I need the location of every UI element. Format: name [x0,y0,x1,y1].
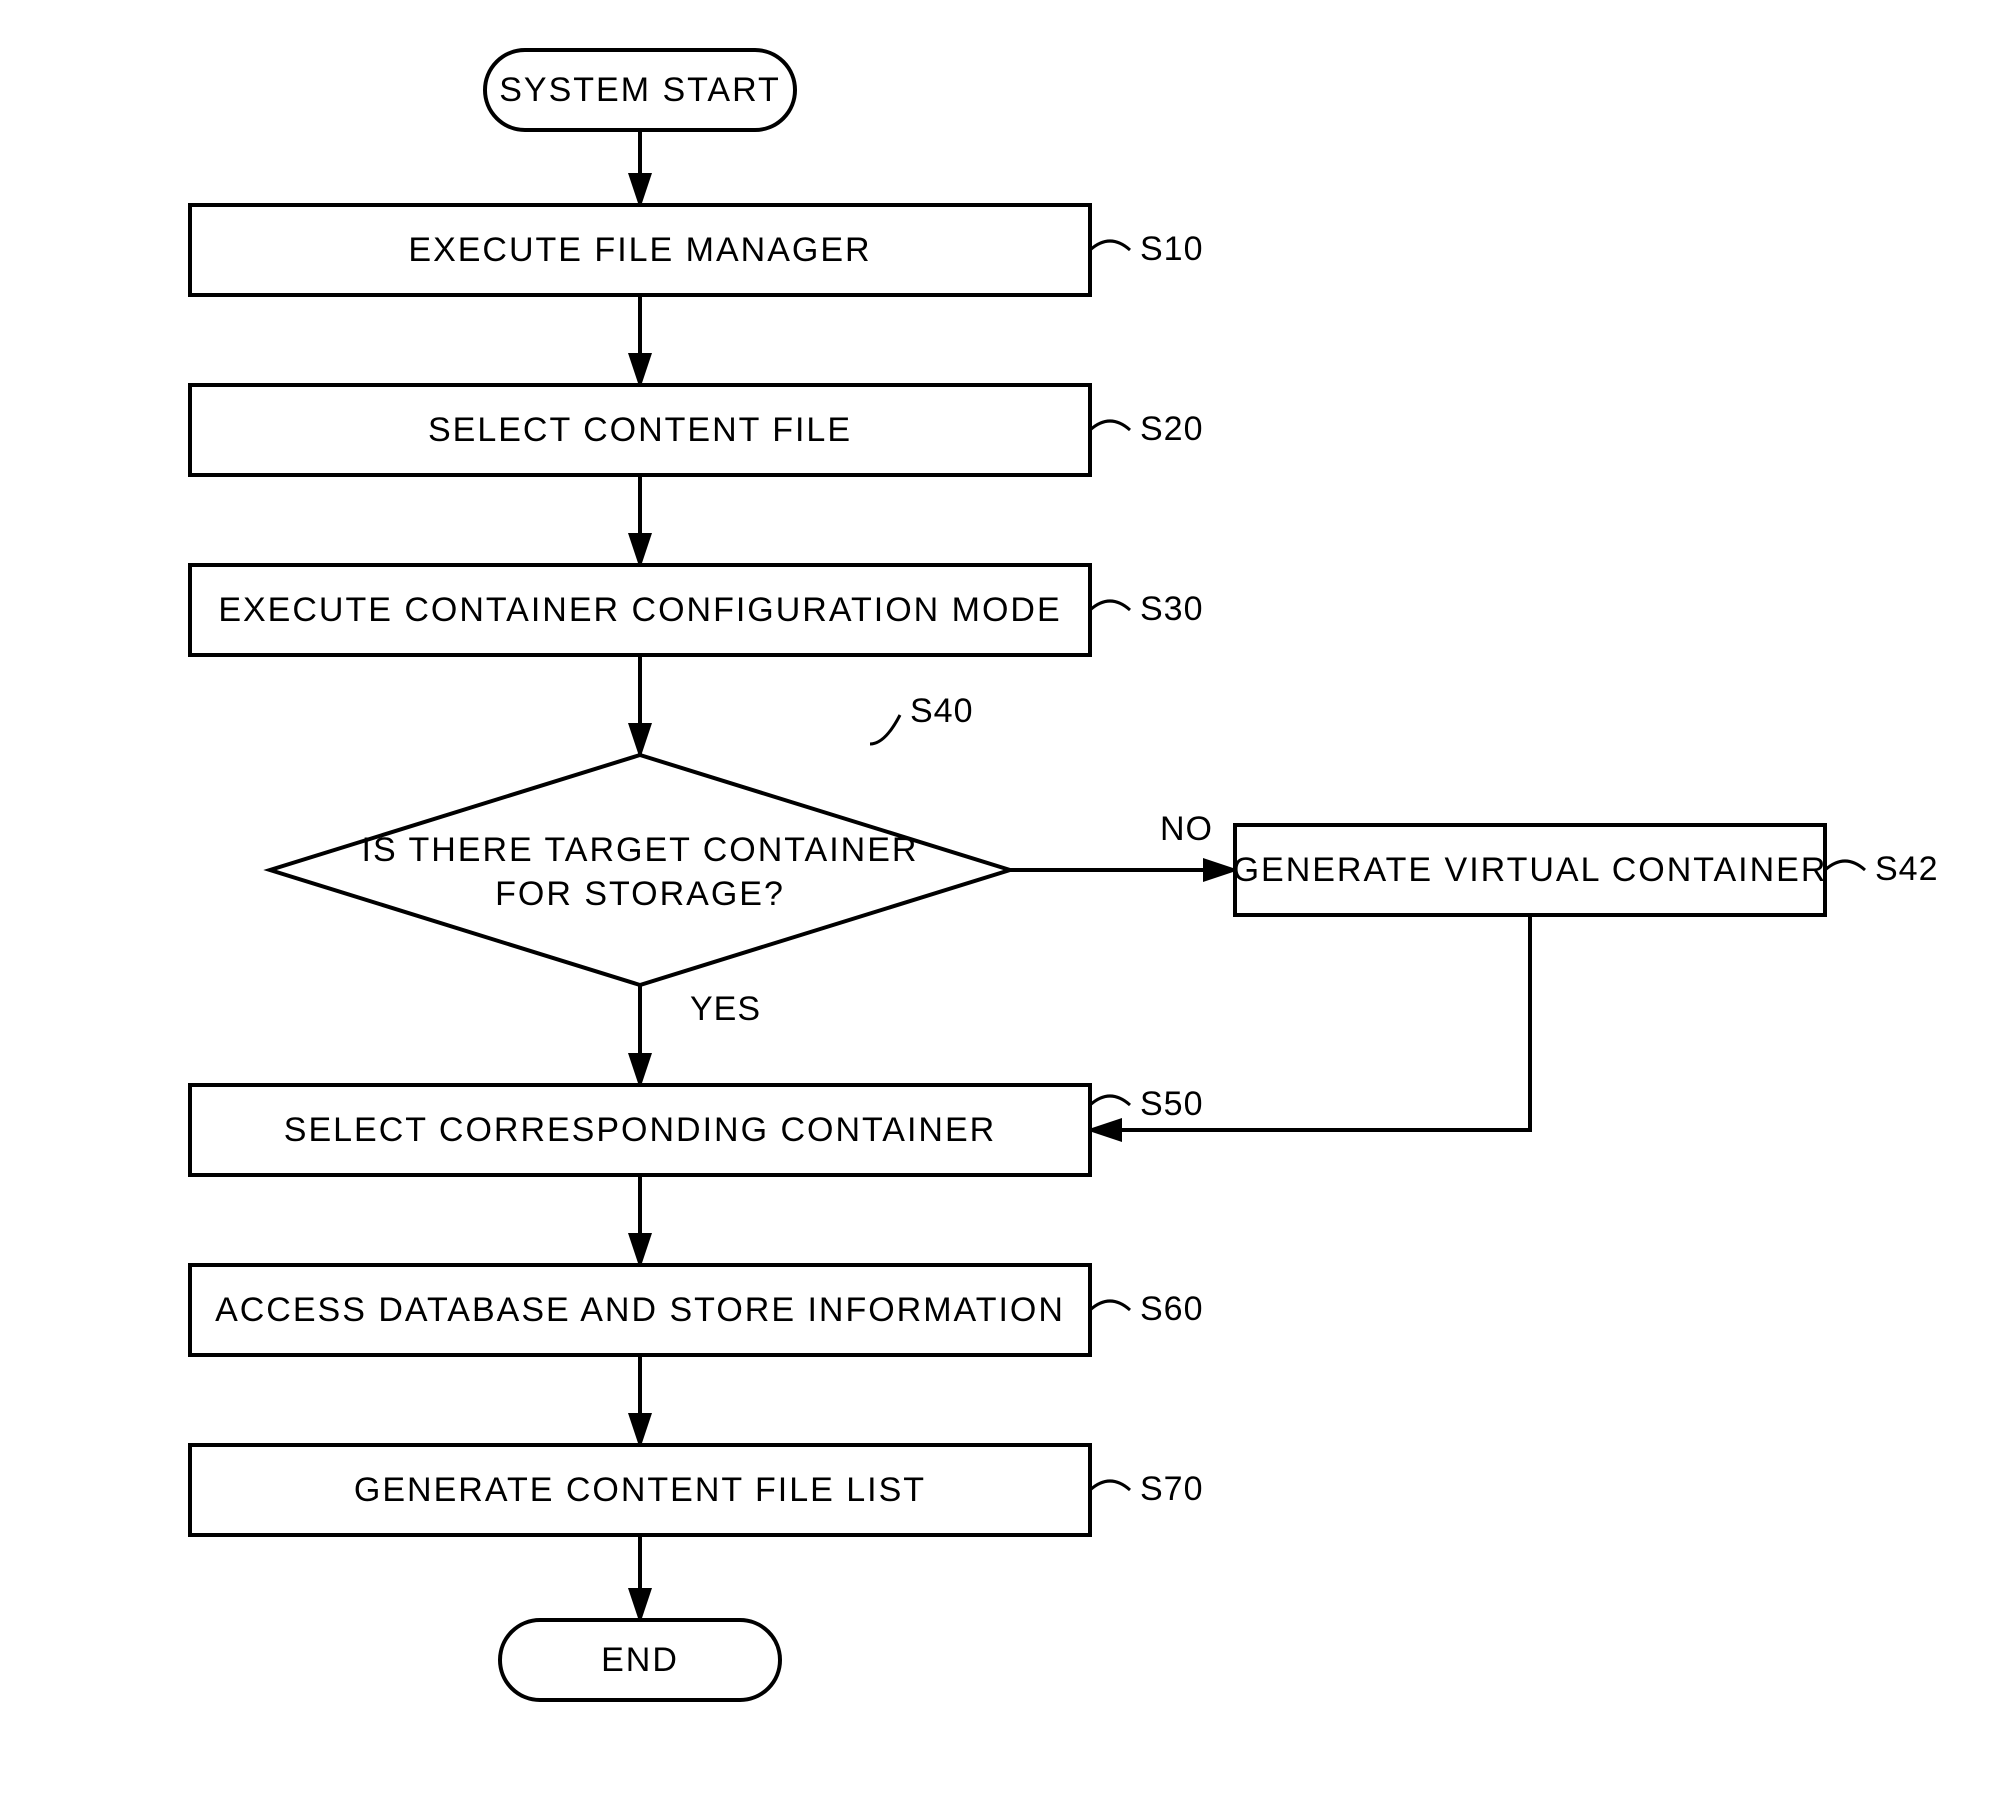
svg-text:S10: S10 [1140,230,1204,268]
svg-text:EXECUTE FILE MANAGER: EXECUTE FILE MANAGER [408,231,871,269]
svg-text:S30: S30 [1140,590,1204,628]
svg-text:SYSTEM START: SYSTEM START [499,71,781,109]
svg-text:GENERATE VIRTUAL CONTAINER: GENERATE VIRTUAL CONTAINER [1233,851,1828,889]
edge-label-s40-s42: NO [1160,810,1213,848]
svg-text:IS THERE TARGET CONTAINER: IS THERE TARGET CONTAINER [362,831,919,869]
svg-text:EXECUTE CONTAINER CONFIGURATIO: EXECUTE CONTAINER CONFIGURATION MODE [218,591,1061,629]
flowchart-svg: YES NO SYSTEM START EXECUTE FILE MANAGER SEL… [0,0,1993,1793]
svg-text:S42: S42 [1875,850,1939,888]
svg-text:ACCESS DATABASE AND STORE INFO: ACCESS DATABASE AND STORE INFORMATION [215,1291,1065,1329]
svg-text:S50: S50 [1140,1085,1204,1123]
svg-text:S70: S70 [1140,1470,1204,1508]
edge-label-s40-s50: YES [690,990,761,1028]
node-s42: GENERATE VIRTUAL CONTAINER [1233,825,1828,915]
node-s30: EXECUTE CONTAINER CONFIGURATION MODE [190,565,1090,655]
svg-text:SELECT CORRESPONDING CONTAINER: SELECT CORRESPONDING CONTAINER [284,1111,996,1149]
svg-text:S60: S60 [1140,1290,1204,1328]
node-s50: SELECT CORRESPONDING CONTAINER [190,1085,1090,1175]
node-s10: EXECUTE FILE MANAGER [190,205,1090,295]
svg-text:END: END [601,1641,679,1679]
node-s20: SELECT CONTENT FILE [190,385,1090,475]
node-start: SYSTEM START [485,50,795,130]
svg-text:SELECT CONTENT FILE: SELECT CONTENT FILE [428,411,852,449]
node-end: END [500,1620,780,1700]
svg-text:FOR STORAGE?: FOR STORAGE? [495,875,785,913]
node-s60: ACCESS DATABASE AND STORE INFORMATION [190,1265,1090,1355]
node-s70: GENERATE CONTENT FILE LIST [190,1445,1090,1535]
svg-text:GENERATE CONTENT FILE LIST: GENERATE CONTENT FILE LIST [354,1471,926,1509]
svg-text:S40: S40 [910,692,974,730]
svg-text:S20: S20 [1140,410,1204,448]
